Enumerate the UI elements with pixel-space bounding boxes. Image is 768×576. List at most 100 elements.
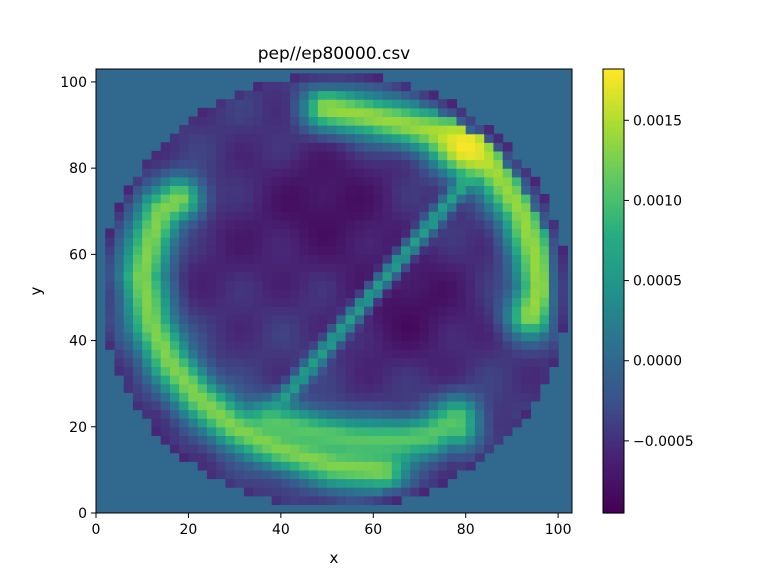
heatmap-cell bbox=[391, 228, 402, 238]
heatmap-cell bbox=[299, 176, 310, 186]
heatmap-cell bbox=[511, 176, 522, 186]
heatmap-cell bbox=[216, 383, 226, 393]
heatmap-cell bbox=[142, 211, 153, 221]
heatmap-cell bbox=[382, 392, 393, 402]
heatmap-cell bbox=[225, 202, 236, 212]
heatmap-cell bbox=[271, 116, 282, 126]
colorbar-segment bbox=[603, 233, 624, 238]
heatmap-cell bbox=[401, 176, 411, 186]
heatmap-cell bbox=[299, 331, 310, 342]
heatmap-cell bbox=[327, 99, 337, 109]
heatmap-cell bbox=[364, 331, 374, 342]
heatmap-cell bbox=[262, 176, 273, 186]
heatmap-cell bbox=[114, 314, 125, 324]
heatmap-cell bbox=[447, 409, 458, 419]
heatmap-cell bbox=[197, 461, 208, 471]
heatmap-cell bbox=[419, 107, 430, 118]
heatmap-cell bbox=[364, 288, 374, 299]
heatmap-cell bbox=[299, 271, 310, 281]
heatmap-cell bbox=[354, 73, 365, 83]
heatmap-cell bbox=[271, 323, 282, 333]
heatmap-cell bbox=[511, 219, 522, 230]
heatmap-cell bbox=[160, 228, 171, 238]
heatmap-cell bbox=[401, 314, 411, 324]
heatmap-cell bbox=[410, 194, 421, 204]
heatmap-cell bbox=[373, 150, 384, 161]
heatmap-cell bbox=[188, 245, 199, 255]
heatmap-cell bbox=[253, 392, 263, 402]
heatmap-cell bbox=[179, 228, 190, 238]
heatmap-cell bbox=[132, 288, 143, 299]
heatmap-cell bbox=[160, 254, 171, 264]
heatmap-cell bbox=[197, 219, 208, 230]
heatmap-cell bbox=[308, 314, 319, 324]
heatmap-cell bbox=[456, 185, 467, 195]
heatmap-cell bbox=[243, 426, 254, 437]
heatmap-cell bbox=[354, 323, 365, 333]
heatmap-cell bbox=[354, 107, 365, 118]
heatmap-cell bbox=[484, 142, 495, 152]
heatmap-cell bbox=[216, 168, 226, 178]
heatmap-cell bbox=[142, 366, 153, 376]
heatmap-cell bbox=[299, 254, 310, 264]
heatmap-cell bbox=[132, 194, 143, 204]
heatmap-cell bbox=[336, 444, 347, 454]
heatmap-cell bbox=[364, 237, 374, 247]
colorbar-segment bbox=[603, 301, 624, 306]
heatmap-cell bbox=[160, 357, 171, 368]
heatmap-cell bbox=[290, 297, 300, 307]
heatmap-cell bbox=[373, 306, 384, 316]
heatmap-cell bbox=[225, 125, 236, 135]
heatmap-cell bbox=[123, 331, 134, 342]
heatmap-cell bbox=[484, 245, 495, 255]
heatmap-cell bbox=[308, 228, 319, 238]
heatmap-cell bbox=[253, 81, 263, 92]
heatmap-cell bbox=[410, 357, 421, 368]
heatmap-cell bbox=[179, 314, 190, 324]
heatmap-cell bbox=[502, 211, 513, 221]
heatmap-cell bbox=[216, 228, 226, 238]
colorbar-segment bbox=[603, 489, 624, 494]
heatmap-cell bbox=[373, 400, 384, 411]
heatmap-cell bbox=[391, 297, 402, 307]
heatmap-cell bbox=[225, 314, 236, 324]
heatmap-cell bbox=[447, 418, 458, 428]
heatmap-cell bbox=[336, 202, 347, 212]
heatmap-cell bbox=[456, 452, 467, 462]
heatmap-cell bbox=[234, 245, 245, 255]
heatmap-cell bbox=[419, 245, 430, 255]
y-axis-label: y bbox=[27, 286, 45, 295]
heatmap-cell bbox=[123, 254, 134, 264]
heatmap-cell bbox=[428, 357, 439, 368]
heatmap-cell bbox=[484, 297, 495, 307]
heatmap-cell bbox=[290, 90, 300, 100]
heatmap-cell bbox=[447, 340, 458, 350]
heatmap-cell bbox=[428, 159, 439, 169]
colorbar-segment bbox=[603, 469, 624, 474]
heatmap-cell bbox=[447, 357, 458, 368]
heatmap-cell bbox=[327, 176, 337, 186]
heatmap-cell bbox=[290, 444, 300, 454]
heatmap-cell bbox=[336, 323, 347, 333]
heatmap-cell bbox=[428, 228, 439, 238]
heatmap-cell bbox=[474, 194, 485, 204]
heatmap-cell bbox=[197, 366, 208, 376]
heatmap-cell bbox=[511, 254, 522, 264]
heatmap-cell bbox=[419, 159, 430, 169]
heatmap-cell bbox=[132, 392, 143, 402]
heatmap-cell bbox=[391, 125, 402, 135]
heatmap-cell bbox=[114, 331, 125, 342]
heatmap-cell bbox=[354, 444, 365, 454]
heatmap-cell bbox=[151, 340, 162, 350]
heatmap-cell bbox=[401, 245, 411, 255]
y-tick-label: 100 bbox=[60, 75, 87, 91]
heatmap-cell bbox=[327, 357, 337, 368]
heatmap-cell bbox=[502, 340, 513, 350]
heatmap-cell bbox=[511, 400, 522, 411]
colorbar-segment bbox=[603, 205, 624, 210]
heatmap-cell bbox=[308, 383, 319, 393]
heatmap-cell bbox=[216, 426, 226, 437]
heatmap-cell bbox=[253, 142, 263, 152]
heatmap-cell bbox=[308, 73, 319, 83]
heatmap-cell bbox=[142, 357, 153, 368]
